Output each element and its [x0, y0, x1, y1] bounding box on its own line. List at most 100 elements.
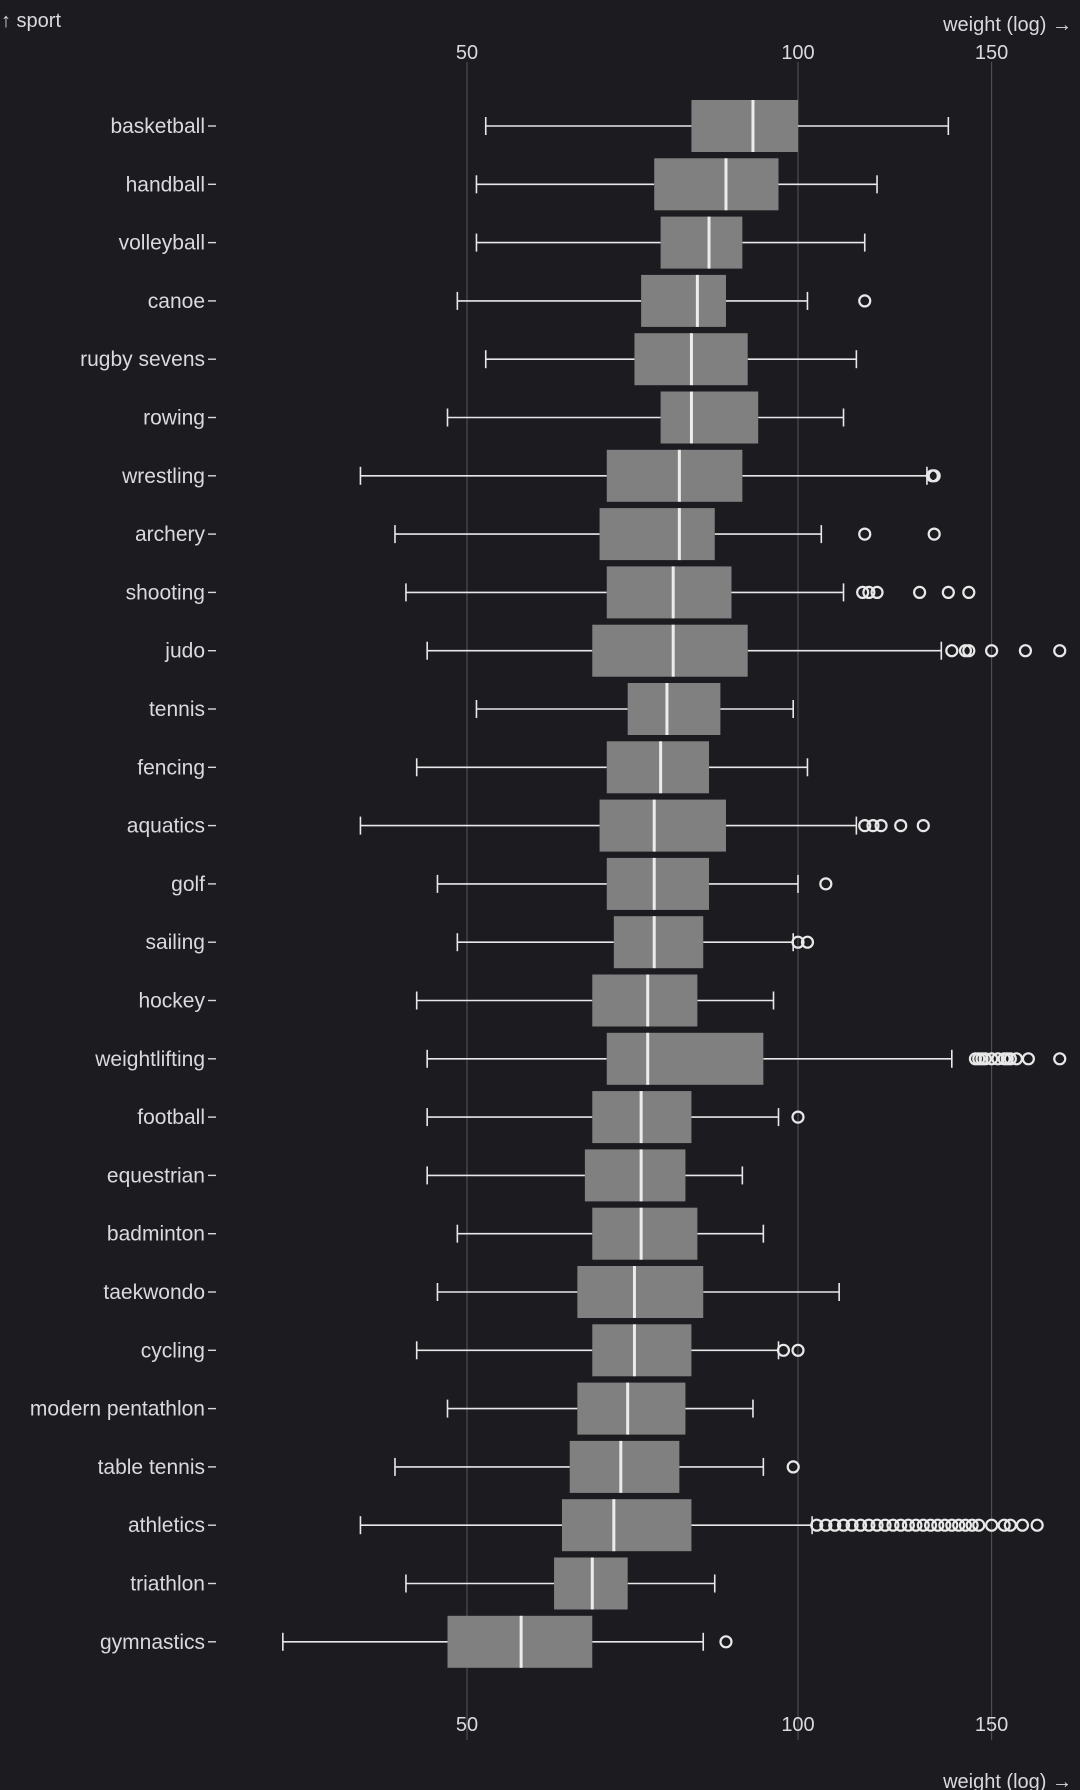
- box-group-equestrian: [426, 1149, 744, 1202]
- outlier-archery-0: [858, 527, 872, 541]
- box-iqr-modern-pentathlon: [577, 1382, 686, 1435]
- outlier-athletics-0: [810, 1518, 824, 1532]
- outlier-athletics-2: [828, 1518, 842, 1532]
- box-group-cycling: [415, 1324, 805, 1377]
- outlier-archery-1: [927, 527, 941, 541]
- box-iqr-rowing: [660, 391, 759, 444]
- outlier-athletics-19: [958, 1518, 973, 1532]
- y-axis-label: ↑ sport: [1, 10, 61, 32]
- outlier-cycling-1: [791, 1343, 805, 1357]
- box-group-shooting: [405, 566, 976, 619]
- outlier-wrestling-1: [927, 469, 941, 483]
- outlier-athletics-1: [819, 1518, 833, 1532]
- outlier-athletics-21: [972, 1518, 986, 1532]
- box-iqr-wrestling: [606, 449, 743, 502]
- box-group-wrestling: [359, 449, 941, 502]
- outlier-athletics-4: [845, 1518, 859, 1532]
- category-label-shooting: shooting: [126, 581, 205, 604]
- outlier-athletics-9: [886, 1518, 900, 1532]
- box-group-canoe: [456, 274, 872, 327]
- outlier-athletics-16: [938, 1518, 952, 1532]
- category-label-athletics: athletics: [128, 1514, 205, 1537]
- box-iqr-shooting: [606, 566, 732, 619]
- outlier-weightlifting-8: [1003, 1052, 1017, 1066]
- outlier-athletics-17: [945, 1518, 959, 1532]
- x-tick-bottom-150: 150: [975, 1714, 1008, 1736]
- x-tick-top-150: 150: [975, 42, 1008, 64]
- box-group-taekwondo: [436, 1266, 840, 1318]
- outlier-shooting-2: [870, 585, 884, 600]
- outlier-weightlifting-5: [991, 1052, 1005, 1066]
- category-label-archery: archery: [135, 523, 206, 546]
- box-iqr-canoe: [641, 274, 726, 327]
- box-group-triathlon: [405, 1557, 716, 1610]
- box-iqr-golf: [606, 857, 710, 910]
- box-group-aquatics: [359, 799, 930, 852]
- category-label-golf: golf: [171, 873, 205, 896]
- box-iqr-equestrian: [584, 1149, 686, 1202]
- box-iqr-judo: [592, 624, 748, 677]
- outlier-athletics-5: [853, 1518, 868, 1532]
- outlier-athletics-11: [901, 1518, 915, 1532]
- box-layer: [282, 100, 1067, 1668]
- box-group-modern-pentathlon: [446, 1382, 754, 1435]
- grid-layer: [466, 62, 993, 1740]
- outlier-cycling-0: [776, 1343, 791, 1357]
- box-group-basketball: [484, 100, 950, 152]
- category-label-equestrian: equestrian: [107, 1164, 205, 1187]
- box-iqr-hockey: [592, 974, 698, 1027]
- category-label-gymnastics: gymnastics: [100, 1631, 205, 1654]
- outlier-athletics-22: [985, 1518, 999, 1532]
- outlier-shooting-5: [962, 585, 976, 600]
- category-label-handball: handball: [126, 173, 205, 196]
- box-group-rugby-sevens: [484, 333, 858, 386]
- box-iqr-weightlifting: [606, 1032, 764, 1085]
- box-iqr-aquatics: [599, 799, 726, 852]
- x-axis-label-top: weight (log) →: [942, 14, 1072, 36]
- box-iqr-sailing: [613, 916, 704, 969]
- outlier-sailing-0: [791, 935, 805, 949]
- box-iqr-table-tennis: [569, 1440, 680, 1493]
- box-iqr-handball: [654, 158, 779, 211]
- outlier-athletics-25: [1015, 1518, 1030, 1532]
- box-group-rowing: [446, 391, 845, 444]
- x-tick-bottom-100: 100: [781, 1714, 814, 1736]
- outlier-aquatics-3: [894, 818, 908, 833]
- box-group-sailing: [456, 916, 815, 969]
- label-layer: 50 50 100 100 150 150 basketball handball volley…: [30, 42, 1008, 1736]
- box-group-handball: [475, 158, 878, 211]
- outlier-aquatics-4: [916, 818, 930, 833]
- box-group-weightlifting: [426, 1032, 1067, 1085]
- outlier-athletics-15: [931, 1518, 945, 1532]
- category-label-sailing: sailing: [145, 931, 205, 954]
- outlier-shooting-3: [912, 585, 927, 600]
- box-iqr-taekwondo: [577, 1266, 704, 1318]
- outlier-athletics-3: [836, 1518, 851, 1532]
- outlier-gymnastics-0: [719, 1635, 733, 1649]
- outlier-athletics-7: [870, 1518, 884, 1532]
- outlier-aquatics-2: [874, 818, 888, 833]
- outlier-weightlifting-3: [978, 1052, 992, 1066]
- category-label-hockey: hockey: [138, 990, 205, 1013]
- category-label-rugby-sevens: rugby sevens: [80, 348, 205, 371]
- outlier-aquatics-1: [866, 818, 880, 833]
- outlier-shooting-0: [856, 585, 870, 600]
- outlier-aquatics-0: [858, 818, 872, 833]
- outlier-shooting-4: [941, 585, 955, 600]
- category-label-taekwondo: taekwondo: [103, 1281, 205, 1304]
- outlier-athletics-14: [923, 1518, 938, 1532]
- category-label-judo: judo: [164, 640, 205, 663]
- outlier-athletics-13: [916, 1518, 930, 1532]
- box-iqr-archery: [599, 508, 715, 561]
- outlier-athletics-8: [878, 1518, 892, 1532]
- outlier-athletics-12: [909, 1518, 923, 1532]
- outlier-sailing-1: [800, 935, 815, 949]
- box-iqr-fencing: [606, 741, 710, 794]
- box-group-table-tennis: [394, 1440, 800, 1493]
- outlier-judo-3: [985, 644, 999, 658]
- outlier-athletics-6: [862, 1518, 876, 1532]
- box-group-tennis: [475, 683, 795, 735]
- outlier-judo-4: [1018, 644, 1033, 658]
